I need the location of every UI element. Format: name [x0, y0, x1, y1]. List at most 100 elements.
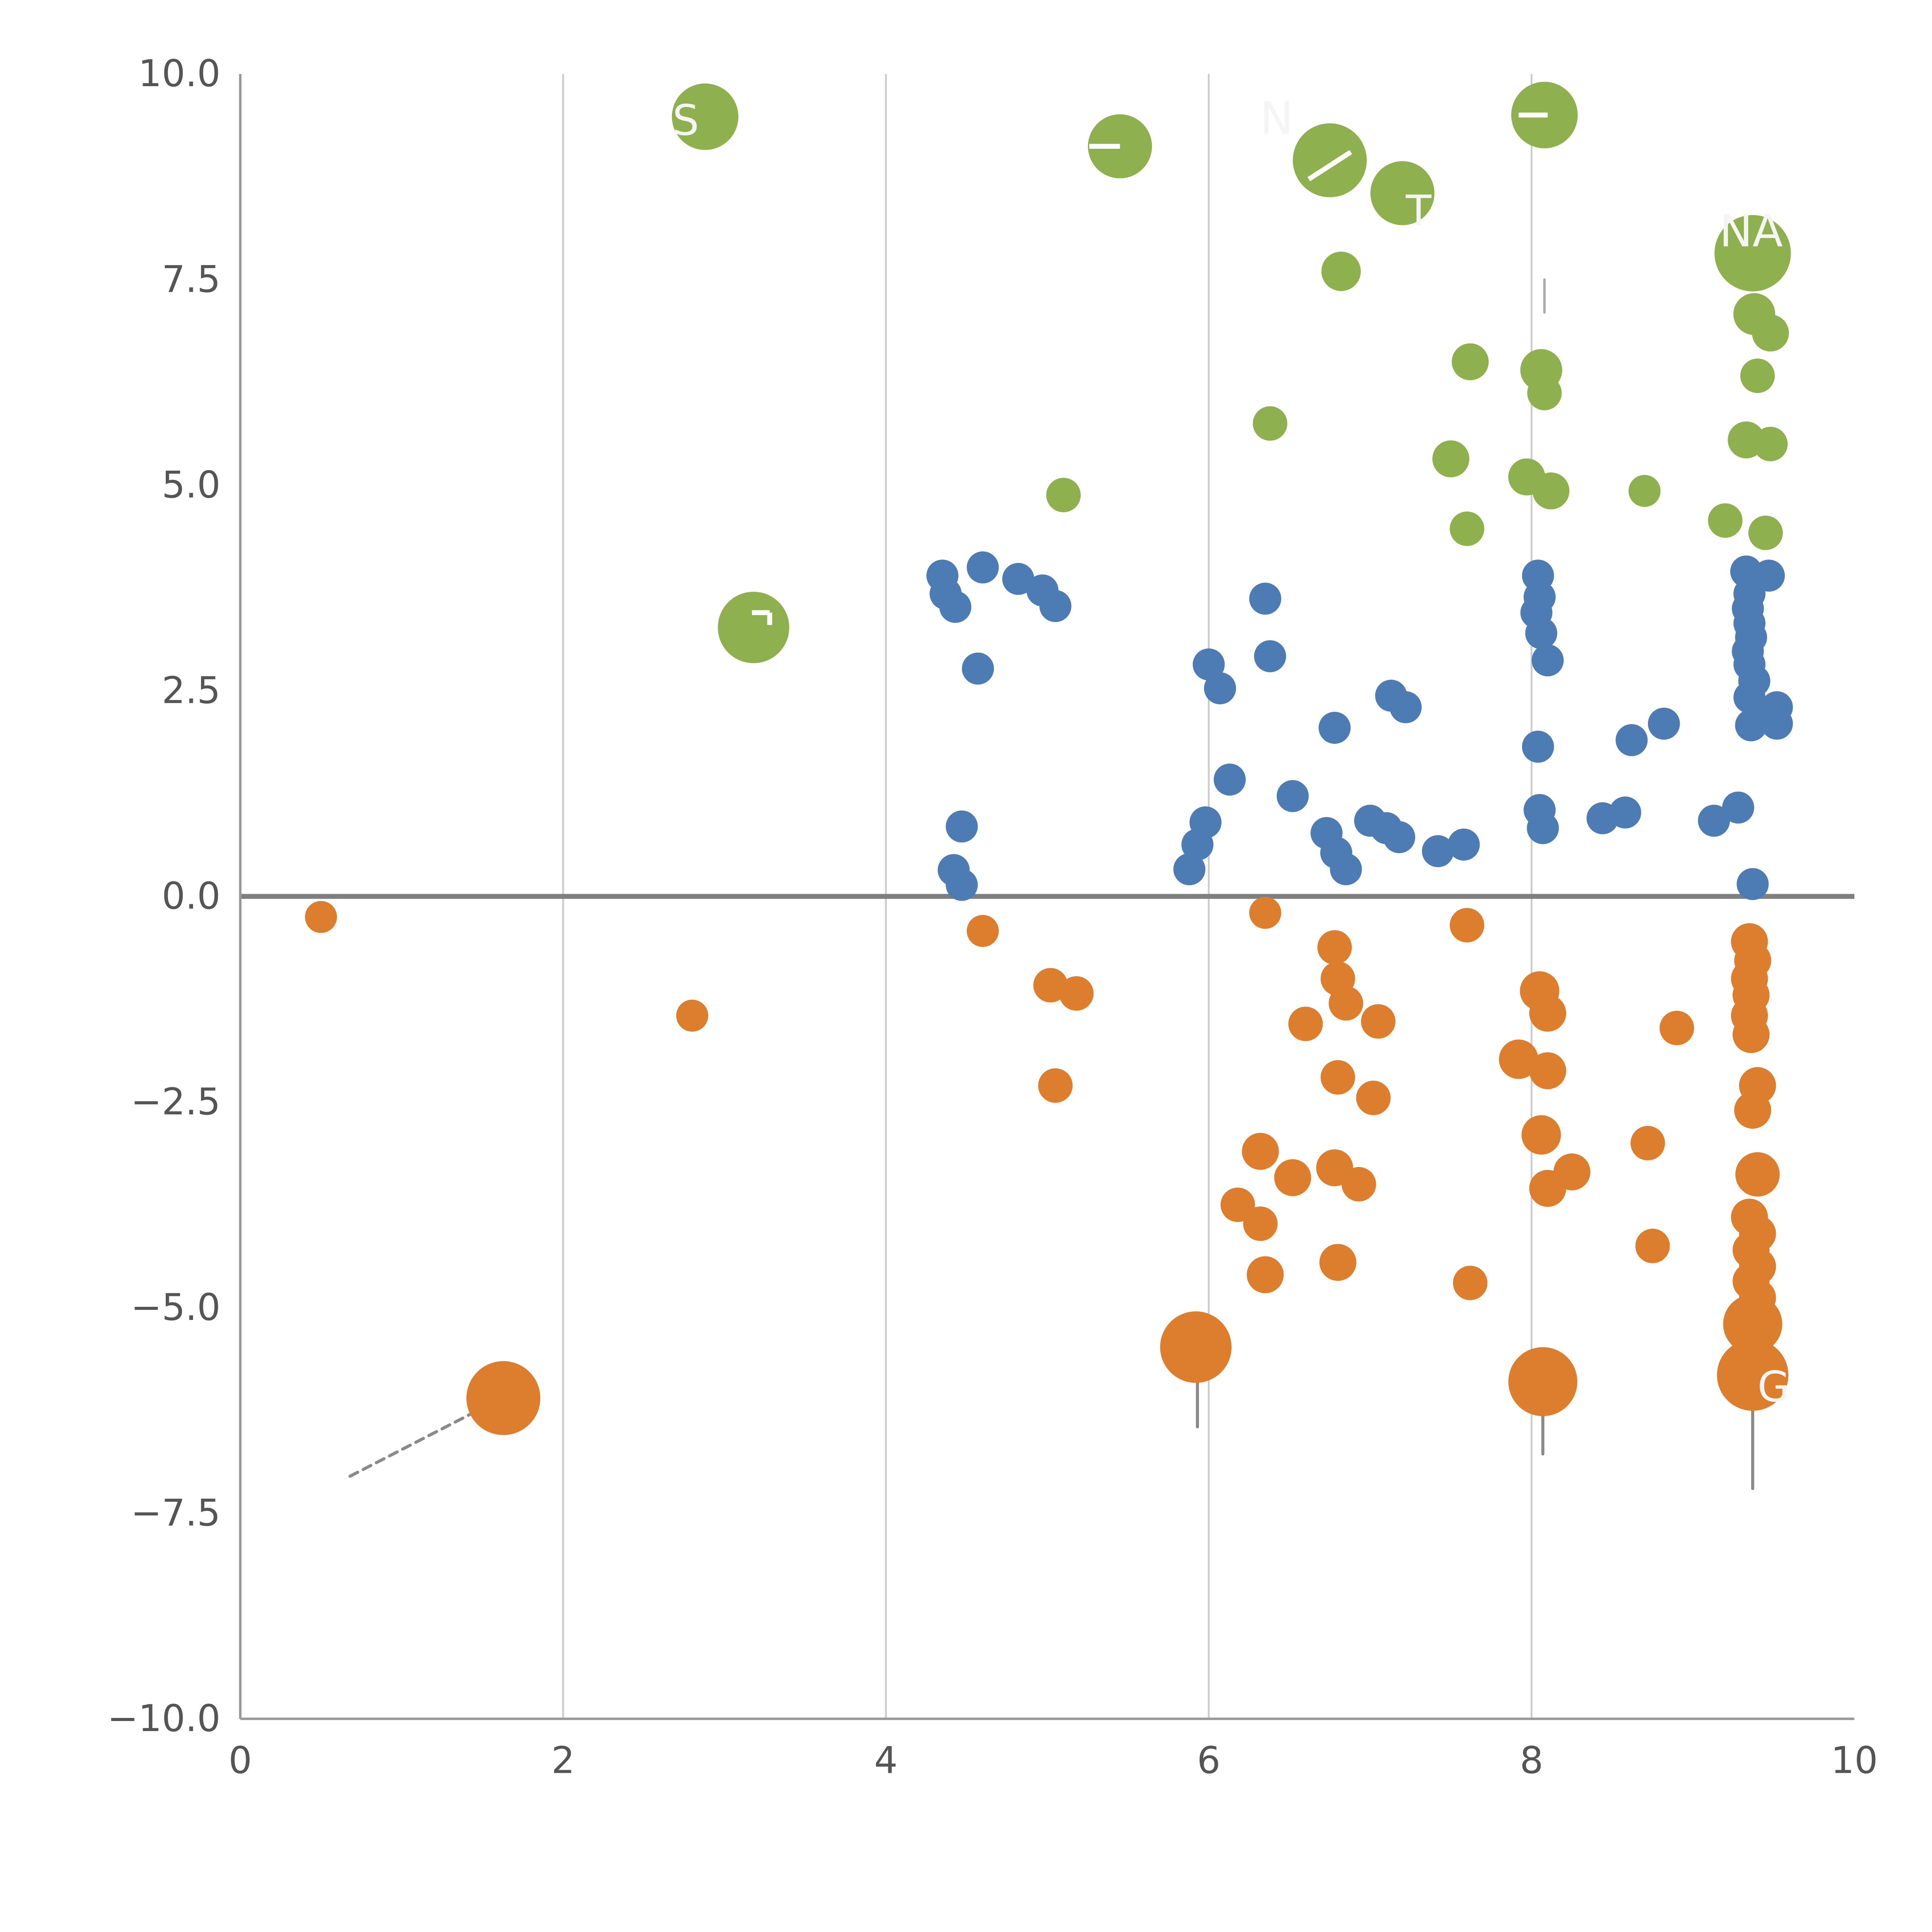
series-blue	[926, 551, 1793, 901]
blue-data-point	[1383, 821, 1415, 854]
bubble-label: N	[1260, 93, 1293, 145]
blue-data-point	[1616, 724, 1648, 756]
blue-data-point	[1002, 563, 1034, 595]
green-data-point	[1293, 123, 1367, 197]
blue-data-point	[1039, 590, 1071, 622]
tick-labels: 10.0 7.5 5.0 2.5 0.0 −2.5 −5.0 −7.5 −10.00 2 4 6 8 10	[107, 52, 1878, 1782]
orange-data-point	[1249, 896, 1281, 929]
green-data-point	[1046, 478, 1081, 512]
y-tick-label: 5.0	[162, 463, 221, 506]
y-tick-label: −2.5	[131, 1080, 221, 1123]
orange-data-point	[1659, 1010, 1694, 1046]
orange-data-point	[1319, 1244, 1357, 1281]
blue-data-point	[1189, 806, 1222, 838]
x-tick-label: 0	[228, 1739, 252, 1782]
orange-data-point	[1320, 1060, 1355, 1095]
green-data-point	[1253, 406, 1287, 441]
orange-data-point	[1635, 1228, 1670, 1264]
green-data-point	[1752, 314, 1789, 352]
blue-data-point	[962, 652, 994, 685]
blue-data-point	[1648, 707, 1680, 740]
blue-data-point	[1204, 672, 1236, 704]
green-data-point	[1628, 475, 1661, 507]
bubble-label: S	[672, 96, 699, 145]
orange-data-point	[1038, 1068, 1073, 1103]
orange-data-point	[1274, 1159, 1311, 1196]
green-data-point	[1452, 343, 1489, 381]
blue-data-point	[1173, 853, 1206, 886]
y-tick-label: −7.5	[131, 1491, 221, 1534]
white-mark	[1307, 150, 1352, 182]
blue-data-point	[1214, 764, 1246, 796]
orange-data-point	[1288, 1007, 1323, 1041]
orange-data-point	[1453, 1265, 1488, 1300]
y-tick-label: −10.0	[107, 1697, 221, 1740]
orange-data-point	[1356, 1080, 1391, 1115]
orange-data-point	[466, 1361, 541, 1435]
point-labels: S N T NA G	[672, 93, 1790, 1412]
orange-data-point	[1529, 995, 1566, 1032]
orange-data-point	[1734, 1092, 1771, 1129]
orange-data-point	[1529, 1052, 1566, 1089]
y-tick-label: −5.0	[131, 1286, 221, 1329]
blue-data-point	[1522, 730, 1554, 763]
green-data-point	[1370, 161, 1435, 225]
x-tick-label: 8	[1520, 1739, 1543, 1782]
orange-data-point	[1717, 1339, 1789, 1411]
orange-data-point	[1553, 1153, 1590, 1190]
bubble-label: NA	[1719, 206, 1783, 257]
annotation-lines	[348, 278, 1754, 1490]
green-data-point	[1708, 503, 1743, 538]
orange-data-point	[676, 1000, 708, 1032]
green-data-point	[1714, 215, 1791, 292]
blue-data-point	[1254, 640, 1286, 672]
orange-data-point	[1220, 1187, 1255, 1222]
blue-data-point	[1531, 644, 1564, 677]
blue-data-point	[1735, 709, 1767, 742]
green-data-point	[718, 592, 789, 663]
blue-data-point	[1722, 791, 1754, 824]
green-data-point	[1432, 440, 1469, 478]
blue-data-point	[1249, 582, 1281, 615]
orange-data-point	[1449, 908, 1485, 942]
orange-data-point	[1247, 1256, 1284, 1293]
orange-data-point	[1723, 1294, 1782, 1354]
blue-data-point	[1318, 712, 1351, 744]
blue-data-point	[1422, 835, 1454, 867]
green-data-point	[672, 83, 738, 150]
y-tick-label: 2.5	[162, 669, 221, 712]
blue-data-point	[1389, 691, 1422, 723]
blue-data-point	[1330, 853, 1362, 886]
y-tick-label: 7.5	[162, 257, 221, 301]
blue-data-point	[946, 810, 978, 843]
orange-data-point	[1361, 1004, 1396, 1039]
orange-data-point	[1160, 1311, 1232, 1383]
blue-data-point	[939, 591, 971, 623]
green-data-point	[1753, 427, 1788, 461]
orange-data-point	[305, 901, 337, 933]
orange-data-point	[1521, 1115, 1561, 1155]
green-data-point	[1321, 252, 1361, 291]
orange-data-point	[1735, 1152, 1780, 1197]
axes	[239, 74, 1855, 1720]
green-data-point	[1449, 511, 1485, 546]
y-tick-label: 0.0	[162, 874, 221, 918]
x-tick-label: 10	[1831, 1739, 1878, 1782]
bubble-label: T	[1405, 186, 1432, 235]
green-data-point	[1740, 358, 1775, 393]
orange-data-point	[966, 915, 999, 947]
orange-data-point	[1317, 930, 1352, 965]
blue-data-point	[1525, 617, 1558, 650]
green-data-point	[1532, 472, 1570, 510]
series-green	[672, 82, 1791, 663]
blue-data-point	[1447, 828, 1480, 861]
green-data-point	[1527, 376, 1562, 410]
orange-data-point	[1499, 1039, 1539, 1079]
orange-data-point	[1328, 986, 1363, 1021]
blue-data-point	[1698, 804, 1730, 837]
blue-data-point	[1527, 812, 1559, 844]
blue-data-point	[966, 551, 999, 583]
orange-data-point	[1342, 1167, 1376, 1202]
